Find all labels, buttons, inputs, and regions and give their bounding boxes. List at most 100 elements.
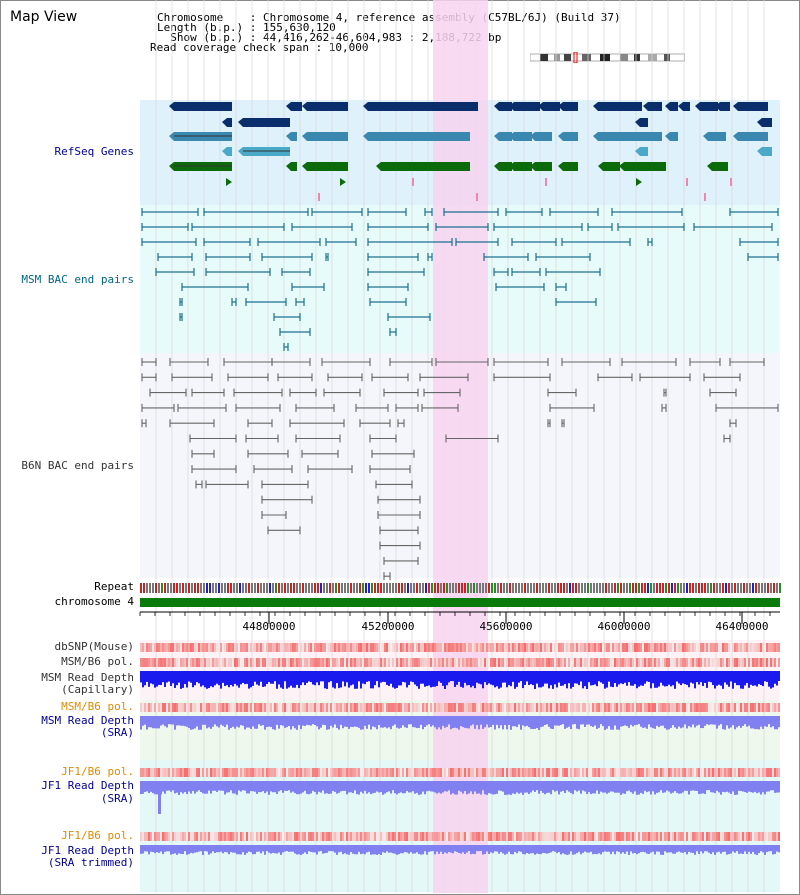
repeat-element (221, 583, 223, 593)
snp-density-cell (672, 768, 674, 777)
depth-bar (536, 716, 538, 729)
depth-bar (240, 845, 242, 855)
snp-density-cell (198, 768, 200, 777)
repeat-element (146, 583, 148, 593)
gene-strand-arrow (509, 132, 514, 141)
snp-density-cell (502, 703, 504, 712)
repeat-element (692, 583, 694, 593)
depth-bar (176, 671, 178, 686)
snp-density-cell (590, 832, 592, 841)
depth-bar (764, 671, 766, 682)
depth-bar (294, 716, 296, 729)
refseq-gene (720, 102, 730, 111)
snp-density-cell (336, 658, 338, 667)
gene-strand-arrow (733, 132, 738, 141)
repeat-element (521, 583, 523, 593)
snp-density-cell (546, 643, 548, 652)
snp-density-cell (282, 703, 284, 712)
snp-density-cell (726, 703, 728, 712)
snp-density-cell (720, 703, 722, 712)
depth-bar (338, 781, 340, 793)
depth-bar (732, 781, 734, 792)
depth-bar (194, 781, 196, 794)
snp-density-cell (430, 832, 432, 841)
depth-bar (264, 671, 266, 687)
depth-bar (516, 671, 518, 687)
depth-bar (600, 781, 602, 792)
snp-density-cell (534, 832, 536, 841)
snp-density-cell (558, 703, 560, 712)
depth-bar (692, 716, 694, 725)
depth-bar (198, 716, 200, 730)
snp-density-cell (330, 768, 332, 777)
repeat-element (218, 583, 220, 593)
depth-bar (706, 781, 708, 791)
snp-density-cell (354, 658, 356, 667)
snp-density-cell (564, 658, 566, 667)
depth-bar (588, 845, 590, 853)
snp-density-cell (260, 658, 262, 667)
snp-density-cell (474, 658, 476, 667)
depth-bar (652, 781, 654, 792)
repeat-element (554, 583, 556, 593)
depth-bar (596, 845, 598, 855)
snp-density-cell (672, 658, 674, 667)
depth-bar (730, 845, 732, 854)
depth-bar (506, 845, 508, 854)
snp-density-cell (282, 643, 284, 652)
snp-density-cell (410, 643, 412, 652)
snp-density-cell (206, 658, 208, 667)
snp-density-cell (582, 768, 584, 777)
snp-density-cell (390, 703, 392, 712)
snp-density-cell (526, 658, 528, 667)
snp-density-cell (266, 643, 268, 652)
snp-density-cell (694, 832, 696, 841)
snp-density-cell (264, 768, 266, 777)
snp-density-cell (754, 832, 756, 841)
snp-density-cell (478, 703, 480, 712)
snp-density-cell (426, 832, 428, 841)
snp-density-cell (676, 703, 678, 712)
snp-density-cell (486, 832, 488, 841)
snp-density-cell (230, 643, 232, 652)
snp-density-cell (714, 768, 716, 777)
repeat-element (506, 583, 508, 593)
snp-density-cell (270, 643, 272, 652)
chromosome-ideogram[interactable] (530, 52, 685, 63)
snp-density-cell (292, 832, 294, 841)
snp-density-cell (646, 768, 648, 777)
depth-bar (628, 716, 630, 728)
depth-bar (738, 781, 740, 791)
depth-bar (648, 781, 650, 792)
depth-bar (492, 845, 494, 854)
depth-bar (420, 845, 422, 855)
depth-bar (398, 845, 400, 855)
snp-density-cell (544, 768, 546, 777)
snp-density-cell (418, 643, 420, 652)
depth-bar (760, 671, 762, 685)
snp-density-cell (508, 658, 510, 667)
depth-bar (404, 671, 406, 683)
snp-density-cell (206, 643, 208, 652)
refseq-gene (762, 118, 772, 127)
snp-density-cell (616, 768, 618, 777)
snp-density-cell (192, 768, 194, 777)
depth-bar (516, 845, 518, 854)
refseq-mark (412, 178, 414, 186)
snp-density-cell (736, 703, 738, 712)
snp-density-cell (346, 658, 348, 667)
snp-density-cell (150, 658, 152, 667)
snp-density-cell (758, 658, 760, 667)
snp-density-cell (224, 643, 226, 652)
snp-density-cell (770, 703, 772, 712)
depth-bar (282, 671, 284, 689)
snp-density-cell (546, 703, 548, 712)
depth-bar (384, 671, 386, 682)
repeat-element (494, 583, 496, 593)
snp-density-cell (702, 658, 704, 667)
snp-density-cell (314, 643, 316, 652)
depth-bar (298, 781, 300, 795)
snp-density-cell (714, 658, 716, 667)
snp-density-cell (402, 703, 404, 712)
